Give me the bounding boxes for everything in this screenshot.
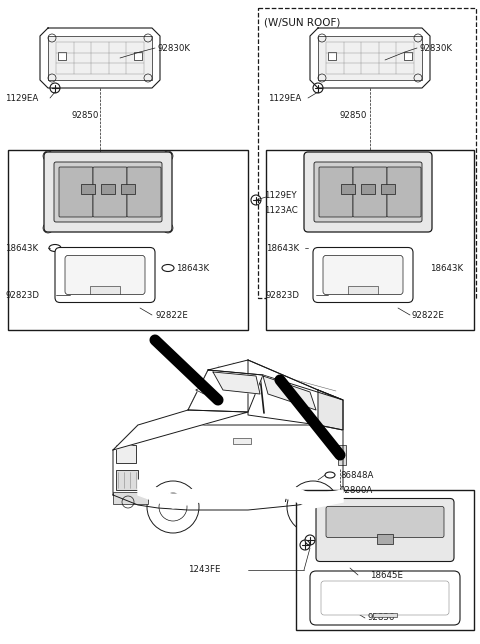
FancyBboxPatch shape [310,571,460,625]
Polygon shape [113,410,248,450]
FancyBboxPatch shape [387,167,421,217]
Circle shape [303,223,313,233]
Polygon shape [208,360,343,400]
Bar [116,470,138,490]
Circle shape [43,151,53,161]
Circle shape [163,223,173,233]
FancyBboxPatch shape [316,498,454,562]
Text: 92823D: 92823D [266,290,300,299]
Polygon shape [278,480,343,508]
FancyBboxPatch shape [127,167,161,217]
FancyBboxPatch shape [59,167,93,217]
Bar [48,36,152,80]
Bar [58,52,66,60]
FancyBboxPatch shape [314,162,422,222]
Text: 1129EA: 1129EA [5,93,38,102]
Bar [338,445,346,465]
FancyBboxPatch shape [319,167,353,217]
Bar [296,490,474,630]
Circle shape [89,214,97,222]
Bar [134,52,142,60]
FancyBboxPatch shape [65,256,145,294]
Text: (W/SUN ROOF): (W/SUN ROOF) [264,17,340,27]
Text: 92850: 92850 [72,111,99,120]
Bar [361,184,375,194]
Polygon shape [263,376,316,410]
FancyBboxPatch shape [313,247,413,303]
Circle shape [349,214,357,222]
FancyBboxPatch shape [321,581,449,615]
Bar [101,184,115,194]
Bar [318,36,422,80]
Text: 1129EA: 1129EA [268,93,301,102]
Bar [258,8,476,298]
Bar [328,52,336,60]
FancyBboxPatch shape [44,152,172,232]
Bar [8,150,248,330]
Bar [81,184,95,194]
Text: 92822E: 92822E [155,310,188,319]
Bar [341,184,355,194]
FancyBboxPatch shape [55,247,155,303]
Text: 92822E: 92822E [412,310,445,319]
Bar [113,492,148,504]
Text: 92830K: 92830K [158,44,191,53]
Circle shape [163,151,173,161]
Circle shape [43,223,53,233]
FancyBboxPatch shape [54,162,162,222]
Polygon shape [196,386,210,394]
Bar [222,370,234,376]
Bar [377,534,393,544]
Text: 92800A: 92800A [340,486,373,495]
Polygon shape [318,390,343,430]
Bar [90,285,120,294]
Polygon shape [113,425,343,510]
Text: 18643K: 18643K [430,263,463,272]
FancyBboxPatch shape [93,167,127,217]
Circle shape [303,151,313,161]
Circle shape [287,481,339,533]
Circle shape [378,536,384,542]
Circle shape [147,481,199,533]
Circle shape [423,151,433,161]
Bar [266,150,474,330]
Text: 92836: 92836 [368,614,396,623]
FancyBboxPatch shape [323,256,403,294]
Text: 1243FE: 1243FE [188,565,220,574]
FancyBboxPatch shape [353,167,387,217]
Circle shape [423,223,433,233]
Polygon shape [213,372,260,394]
Bar [404,52,412,60]
Bar [116,445,136,463]
Text: 86848A: 86848A [340,471,373,480]
Text: 92850: 92850 [340,111,367,120]
Circle shape [379,214,387,222]
Text: 92823D: 92823D [5,290,39,299]
Polygon shape [188,370,263,412]
Polygon shape [138,480,208,508]
Bar [348,285,378,294]
Circle shape [119,214,127,222]
Bar [373,613,397,617]
Text: 18645E: 18645E [370,571,403,580]
FancyBboxPatch shape [304,152,432,232]
Circle shape [386,536,392,542]
Bar [381,184,395,194]
FancyBboxPatch shape [326,506,444,538]
Text: 18643K: 18643K [176,263,209,272]
Text: 92830K: 92830K [420,44,453,53]
Text: 1123AC: 1123AC [264,205,298,214]
Bar [121,184,135,194]
Text: 18643K: 18643K [5,243,38,252]
Text: 18643K: 18643K [266,243,299,252]
Polygon shape [248,360,343,430]
Text: 1129EY: 1129EY [264,191,297,200]
Bar [233,438,251,444]
